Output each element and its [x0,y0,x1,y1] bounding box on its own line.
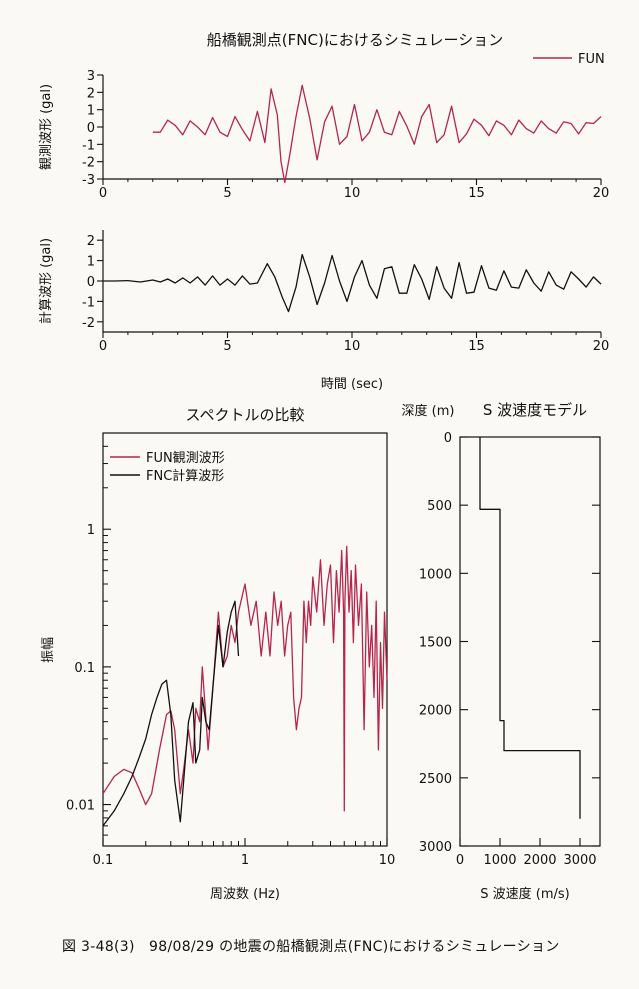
y-tick-label: 1 [87,523,95,538]
y-tick-label: 0 [87,275,95,290]
series-line-2 [102,600,240,827]
x-tick-label: 2000 [523,853,556,868]
x-tick-label: 0 [456,853,464,868]
legend-label-computed: FNC計算波形 [146,468,224,484]
x-tick-label: 5 [223,186,231,201]
y-tick-label: 1000 [419,567,452,582]
panel-title: スペクトルの比較 [186,406,305,424]
x-tick-label: 20 [593,186,610,201]
x-tick-label: 0.1 [93,853,114,868]
x-tick-label: 20 [593,339,610,354]
series-line-1 [479,437,581,819]
y-tick-label: 2 [87,86,95,101]
x-tick-label: 0 [99,186,107,201]
y-tick-label: 2500 [419,772,452,787]
y-axis-label: 振幅 [41,637,56,663]
y-axis-label: 深度 (m) [402,403,455,419]
x-tick-label: 0 [99,339,107,354]
y-tick-label: 3 [87,69,95,84]
plot-frame [459,436,601,847]
x-axis-label: 時間 (sec) [321,377,383,392]
y-tick-label: 1 [87,104,95,119]
x-tick-label: 1000 [483,853,516,868]
x-tick-label: 1 [241,853,249,868]
legend-label-observed: FUN観測波形 [146,451,225,466]
x-axis-label: 周波数 (Hz) [210,887,280,902]
y-tick-label: 2 [87,234,95,249]
x-tick-label: 15 [468,186,485,201]
legend: FUN [533,52,605,67]
series-line-1 [102,545,388,812]
x-tick-label: 15 [468,339,485,354]
y-tick-label: 1500 [419,636,452,651]
y-tick-label: -1 [82,138,95,153]
y-tick-label: 1 [87,255,95,270]
y-tick-label: -2 [82,316,95,331]
figure-caption: 図 3-48(3) 98/08/29 の地震の船橋観測点(FNC)におけるシミュ… [62,939,560,955]
x-axis-label: S 波速度 (m/s) [480,886,569,902]
x-tick-label: 10 [379,853,396,868]
y-tick-label: -3 [82,173,95,188]
spectrum-panel: スペクトルの比較 振幅 周波数 (Hz) FUN観測波形 FNC計算波形 0.1… [41,406,395,902]
legend: FUN観測波形 FNC計算波形 [110,451,225,484]
y-axis-label: 計算波形 (gal) [38,238,54,324]
y-tick-label: 0 [87,121,95,136]
y-tick-label: -2 [82,156,95,171]
y-tick-label: 0.1 [74,661,95,676]
series-line-1 [103,253,602,313]
x-tick-label: 10 [344,339,361,354]
x-tick-label: 3000 [563,853,596,868]
y-tick-label: 3000 [419,840,452,855]
figure-title: 船橋観測点(FNC)におけるシミュレーション [207,31,503,49]
y-tick-label: 2000 [419,704,452,719]
y-tick-label: -1 [82,295,95,310]
y-tick-label: 500 [427,499,452,514]
y-tick-label: 0 [444,431,452,446]
panel-title: S 波速度モデル [483,401,587,419]
series-line-1 [152,84,602,184]
x-tick-label: 10 [344,186,361,201]
legend-label-fun: FUN [578,52,605,67]
y-tick-label: 0.01 [66,799,95,814]
velocity-model-panel: S 波速度モデル 深度 (m) S 波速度 (m/s) 0 1000 2000 300… [402,401,601,902]
x-tick-label: 5 [223,339,231,354]
y-axis-label: 観測波形 (gal) [39,84,54,170]
